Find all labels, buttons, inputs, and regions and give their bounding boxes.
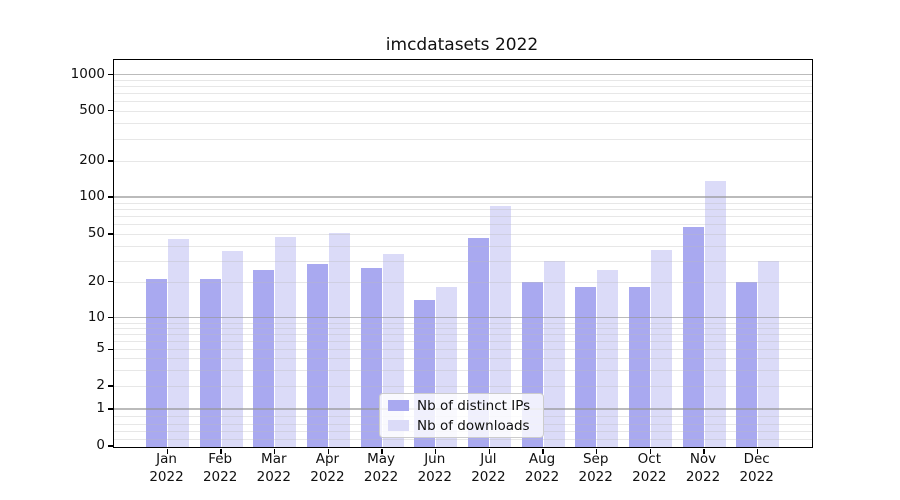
bar-nb-of-distinct-ips-apr [306, 264, 328, 447]
y-tick-mark [107, 73, 113, 76]
x-tick-label-month: Aug [528, 451, 556, 467]
x-tick-label-year: 2022 [632, 469, 667, 485]
x-tick-label-year: 2022 [739, 469, 774, 485]
y-tick-label: 500 [79, 101, 105, 118]
x-tick-label-month: Oct [637, 451, 662, 467]
plot-area: Nb of distinct IPs Nb of downloads [107, 59, 813, 454]
y-tick-mark [107, 160, 113, 162]
y-tick-label: 200 [79, 152, 105, 168]
x-tick-label: Jan 2022 [127, 450, 207, 486]
y-tick-label: 5 [96, 340, 105, 357]
bar-nb-of-distinct-ips-oct [628, 287, 650, 447]
bars-layer [114, 60, 812, 447]
x-tick-label: Nov 2022 [663, 450, 743, 486]
legend-label-distinct-ips: Nb of distinct IPs [417, 397, 531, 414]
x-tick-label-month: May [367, 451, 396, 467]
bar-nb-of-distinct-ips-sep [575, 287, 597, 447]
bar-nb-of-distinct-ips-nov [682, 227, 704, 447]
bar-nb-of-downloads-dec [758, 260, 780, 447]
x-tick-label-year: 2022 [310, 469, 345, 485]
x-tick-label-year: 2022 [524, 469, 560, 485]
y-tick-label: 1 [96, 400, 105, 416]
bar-nb-of-distinct-ips-jan [146, 279, 167, 447]
x-tick-label: Sep 2022 [556, 450, 636, 486]
x-tick-label-month: Nov [689, 451, 717, 467]
y-tick-mark [107, 317, 113, 319]
x-tick-label: Jun 2022 [395, 450, 475, 486]
y-tick-label: 2 [96, 377, 105, 393]
x-tick-label: Mar 2022 [234, 450, 314, 486]
bar-nb-of-downloads-mar [275, 237, 297, 447]
x-tick-label: Jul 2022 [448, 450, 528, 486]
y-tick-mark [107, 281, 113, 283]
bar-nb-of-distinct-ips-dec [736, 281, 758, 447]
x-tick-label-year: 2022 [685, 469, 721, 485]
y-tick-mark [107, 109, 113, 112]
x-tick-label-year: 2022 [471, 469, 506, 485]
x-tick-label-month: Mar [261, 451, 287, 467]
y-tick-mark [107, 348, 113, 350]
y-tick-label: 10 [87, 308, 105, 325]
bar-nb-of-downloads-sep [597, 270, 619, 447]
x-tick-label: Feb 2022 [180, 450, 260, 486]
legend: Nb of distinct IPs Nb of downloads [379, 393, 544, 438]
bar-nb-of-downloads-nov [704, 181, 726, 447]
legend-item-distinct-ips: Nb of distinct IPs [388, 398, 543, 414]
y-tick-label: 50 [87, 225, 105, 241]
x-tick-label: Aug 2022 [502, 450, 582, 486]
x-tick-label-month: Dec [743, 451, 770, 467]
x-tick-label-year: 2022 [363, 469, 399, 485]
bar-nb-of-distinct-ips-feb [199, 279, 221, 447]
y-tick-mark [107, 233, 113, 235]
bar-nb-of-distinct-ips-mar [253, 270, 275, 447]
bar-nb-of-downloads-jul [489, 205, 511, 447]
y-tick-label: 0 [96, 437, 105, 453]
x-tick-label: Dec 2022 [717, 450, 797, 486]
legend-label-downloads: Nb of downloads [417, 417, 530, 434]
bar-nb-of-distinct-ips-may [360, 268, 382, 447]
x-tick-label: Apr 2022 [287, 450, 367, 486]
x-tick-label-month: Sep [582, 451, 609, 467]
x-tick-label: Oct 2022 [609, 450, 689, 486]
chart-title: imcdatasets 2022 [385, 35, 539, 55]
x-tick-label-year: 2022 [417, 469, 452, 485]
bar-nb-of-downloads-apr [328, 232, 350, 447]
x-tick-label-month: Feb [208, 451, 233, 467]
bar-nb-of-downloads-jan [168, 239, 189, 447]
legend-item-downloads: Nb of downloads [388, 418, 543, 434]
x-tick-label-month: Jan [156, 451, 177, 467]
bar-nb-of-downloads-aug [543, 260, 565, 447]
x-tick-label-year: 2022 [149, 469, 184, 485]
bar-nb-of-downloads-oct [650, 249, 672, 447]
x-tick-label-month: Apr [315, 451, 340, 467]
y-tick-label: 100 [79, 188, 105, 204]
y-tick-mark [107, 445, 113, 447]
x-tick-label: May 2022 [341, 450, 421, 486]
x-tick-label-year: 2022 [578, 469, 613, 485]
x-tick-label-month: Jun [424, 451, 446, 467]
y-tick-mark [107, 196, 113, 198]
x-tick-label-year: 2022 [202, 469, 238, 485]
x-tick-label-year: 2022 [256, 469, 291, 485]
y-tick-mark [107, 385, 113, 387]
bar-nb-of-downloads-feb [221, 251, 243, 447]
y-tick-mark [107, 408, 113, 410]
y-tick-label: 20 [87, 272, 105, 289]
legend-swatch-downloads [388, 420, 409, 431]
legend-swatch-distinct-ips [388, 400, 409, 411]
y-tick-label: 1000 [70, 65, 105, 82]
x-tick-label-month: Jul [480, 451, 497, 467]
